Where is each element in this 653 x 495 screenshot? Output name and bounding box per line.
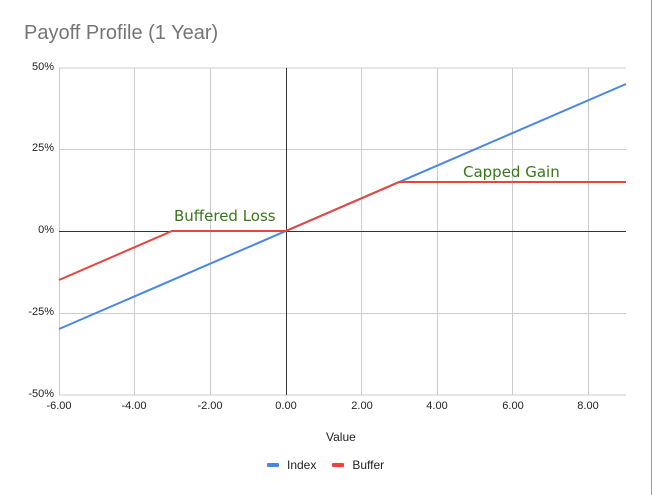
x-tick-label: 2.00: [351, 400, 373, 412]
legend-swatch-icon: [332, 463, 345, 467]
series-buffer-line: [58, 181, 626, 281]
y-tick-label: 0%: [38, 224, 54, 236]
annotation-buffered-loss: Buffered Loss: [174, 207, 276, 225]
annotation-capped-gain: Capped Gain: [463, 163, 560, 181]
legend-item-index[interactable]: Index: [267, 458, 316, 472]
y-tick-label: -50%: [28, 388, 54, 400]
y-tick-label: 50%: [31, 61, 54, 73]
x-tick-label: -6.00: [46, 400, 72, 412]
x-tick-label: -4.00: [121, 400, 147, 412]
chart-title: Payoff Profile (1 Year): [24, 22, 219, 44]
x-tick-label: 4.00: [426, 400, 448, 412]
y-tick-label: -25%: [28, 306, 54, 318]
legend: Index Buffer: [267, 458, 400, 472]
x-axis-title: Value: [326, 430, 356, 444]
x-tick-label: -2.00: [197, 400, 223, 412]
cell-border: [651, 0, 652, 495]
x-tick-label: 6.00: [502, 400, 524, 412]
x-tick-label: 8.00: [577, 400, 599, 412]
legend-label: Buffer: [352, 458, 385, 472]
legend-item-buffer[interactable]: Buffer: [332, 458, 384, 472]
y-tick-label: 25%: [31, 142, 54, 154]
legend-label: Index: [287, 458, 317, 472]
legend-swatch-icon: [267, 463, 279, 467]
x-tick-label: 0.00: [275, 400, 297, 412]
